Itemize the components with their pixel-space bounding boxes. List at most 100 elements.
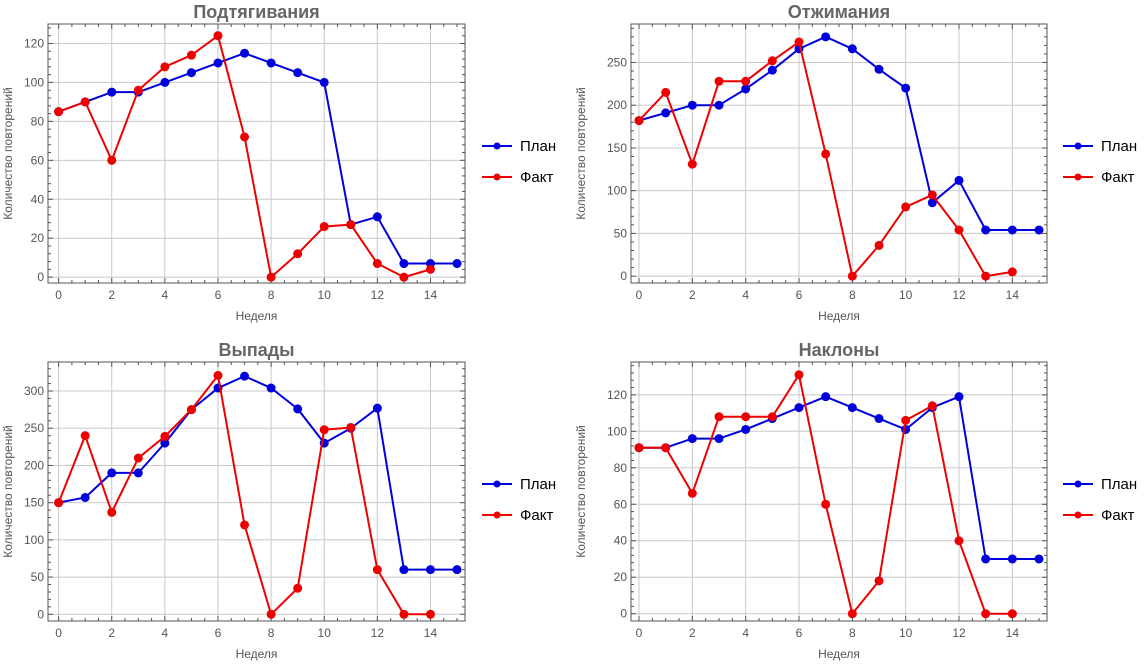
data-point-plan (160, 438, 170, 448)
data-point-plan (133, 468, 143, 478)
series-fact (634, 37, 1017, 281)
data-point-plan (160, 77, 170, 87)
chart-lunges: 0 2 4 6 8 10 12 14 0 50 100 150 200 250 300 Выпады Недел… (0, 332, 573, 663)
data-point-fact (661, 87, 671, 97)
legend: План Факт (482, 138, 556, 186)
data-point-fact (54, 498, 64, 508)
chart-svg-pullups: 0 2 4 6 8 10 12 14 0 20 40 60 80 100 120 Подтягивания Не… (1, 2, 556, 323)
y-tick-label: 0 (37, 607, 44, 621)
plot-frame (47, 361, 466, 622)
data-point-fact (346, 422, 356, 432)
data-point-fact (372, 259, 382, 269)
x-tick-label: 14 (1006, 626, 1020, 640)
data-point-plan (1034, 225, 1044, 235)
data-point-plan (874, 414, 884, 424)
x-tick-label: 2 (108, 626, 115, 640)
data-point-fact (634, 443, 644, 453)
data-point-fact (80, 431, 90, 441)
data-point-fact (687, 488, 697, 498)
x-tick-label: 6 (215, 626, 222, 640)
data-point-plan (399, 565, 409, 575)
series-line-plan (638, 35, 1039, 232)
data-point-plan (767, 65, 777, 75)
chart-bends: 0 2 4 6 8 10 12 14 0 20 40 60 80 100 120 Наклоны Неделя К… (573, 332, 1146, 663)
plot-frame (47, 23, 466, 284)
data-point-fact (107, 155, 117, 165)
data-point-plan (714, 434, 724, 444)
x-tick-label: 12 (371, 626, 385, 640)
x-axis-label: Неделя (236, 647, 278, 661)
legend-item-plan: План (482, 476, 556, 493)
data-point-fact (293, 249, 303, 259)
data-point-plan (714, 100, 724, 110)
chart-svg-pushups: 0 2 4 6 8 10 12 14 0 50 100 150 200 250 Отжимания Недел… (574, 2, 1137, 323)
data-point-plan (687, 100, 697, 110)
legend: План Факт (482, 476, 556, 524)
grid (48, 24, 465, 283)
x-tick-label: 10 (899, 288, 913, 302)
data-point-plan (213, 58, 223, 68)
data-point-plan (1034, 554, 1044, 564)
data-point-fact (954, 536, 964, 546)
chart-pushups: 0 2 4 6 8 10 12 14 0 50 100 150 200 250 Отжимания Недел… (573, 0, 1146, 332)
x-tick-label: 14 (424, 288, 438, 302)
y-axis-label: Количество повторений (574, 87, 588, 219)
data-point-fact (319, 222, 329, 232)
y-tick-label: 60 (614, 497, 628, 511)
data-point-fact (80, 97, 90, 107)
legend-swatch-marker (493, 142, 501, 150)
x-tick-label: 0 (55, 288, 62, 302)
data-point-plan (927, 198, 937, 208)
legend-item-fact: Факт (482, 507, 553, 524)
x-tick-label: 14 (424, 626, 438, 640)
y-tick-label: 120 (24, 36, 44, 50)
x-tick-label: 6 (215, 288, 222, 302)
data-point-fact (293, 583, 303, 593)
legend-item-fact: Факт (482, 169, 553, 186)
data-point-plan (954, 175, 964, 185)
data-point-fact (107, 507, 117, 517)
data-point-plan (399, 259, 409, 269)
data-point-fact (319, 425, 329, 435)
x-tick-label: 12 (952, 626, 966, 640)
x-tick-label: 8 (849, 626, 856, 640)
axis-ticks (631, 24, 1047, 283)
data-point-fact (847, 271, 857, 281)
data-point-plan (821, 32, 831, 42)
legend-swatch-marker (1074, 480, 1082, 488)
data-point-fact (874, 576, 884, 586)
y-tick-label: 40 (31, 192, 45, 206)
series-line-plan (639, 395, 1039, 560)
data-point-plan (372, 403, 382, 413)
data-point-fact (399, 272, 409, 282)
legend-swatch-marker (1074, 142, 1082, 150)
legend-label: План (520, 138, 556, 155)
data-point-plan (293, 404, 303, 414)
data-point-plan (186, 68, 196, 78)
data-point-plan (981, 554, 991, 564)
legend-swatch-marker (493, 480, 501, 488)
data-point-plan (319, 77, 329, 87)
data-point-fact (1007, 609, 1017, 619)
data-point-plan (266, 58, 276, 68)
data-point-plan (847, 44, 857, 54)
data-point-fact (954, 225, 964, 235)
x-tick-label: 2 (689, 288, 696, 302)
data-point-fact (874, 240, 884, 250)
x-axis-label: Неделя (818, 647, 860, 661)
data-point-plan (266, 383, 276, 393)
y-axis-label: Количество повторений (574, 425, 588, 557)
legend-item-fact: Факт (1063, 169, 1134, 186)
data-point-plan (1007, 554, 1017, 564)
data-point-fact (901, 202, 911, 212)
data-point-fact (767, 56, 777, 66)
data-point-plan (1007, 225, 1017, 235)
x-tick-label: 8 (268, 626, 275, 640)
legend-item-plan: План (482, 138, 556, 155)
y-tick-label: 20 (31, 231, 45, 245)
data-point-fact (160, 431, 170, 441)
legend: План Факт (1063, 476, 1137, 524)
data-point-fact (133, 453, 143, 463)
data-point-fact (425, 264, 435, 274)
series-line-fact (638, 40, 1013, 278)
